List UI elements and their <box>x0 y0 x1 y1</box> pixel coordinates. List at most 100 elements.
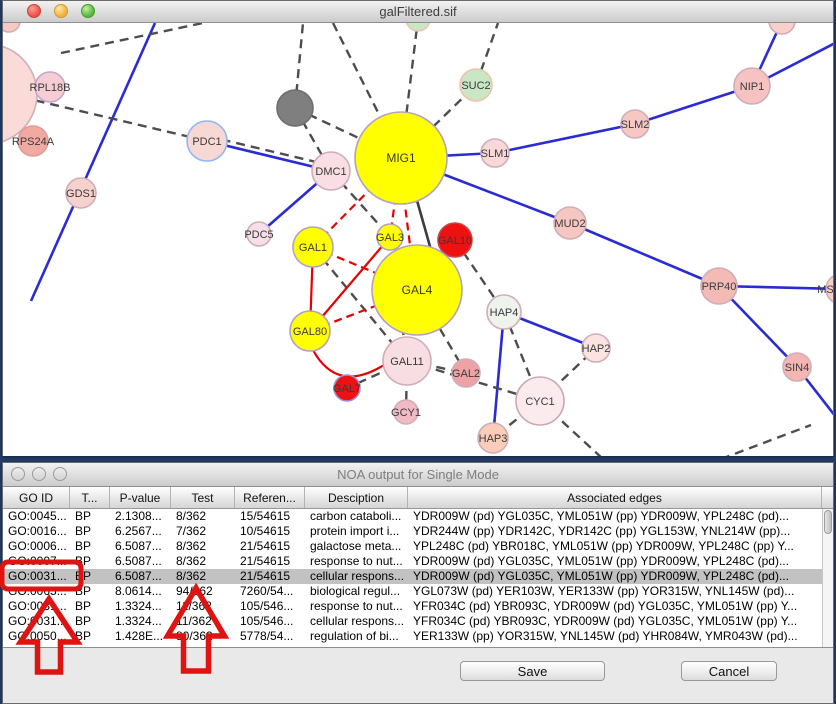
node-label: HAP2 <box>582 343 611 355</box>
node-gal4[interactable] <box>371 244 463 336</box>
node-label: GAL4 <box>402 283 433 297</box>
column-header-t-[interactable]: T... <box>70 487 110 508</box>
node-sin4[interactable] <box>782 352 812 382</box>
table-cell: BP <box>75 614 92 628</box>
node[interactable] <box>768 23 796 35</box>
table-cell: BP <box>75 584 92 598</box>
traffic-lights <box>27 4 95 18</box>
network-window-titlebar[interactable]: galFiltered.sif <box>3 1 833 23</box>
table-cell: BP <box>75 524 92 538</box>
network-canvas[interactable]: RPL18B RPS24A GDS1 PDC1 DMC1 SUC2 SLM1 SLM2 NIP1… <box>3 23 833 456</box>
node-label: MUD2 <box>554 218 585 230</box>
column-header-referen-[interactable]: Referen... <box>235 487 305 508</box>
node[interactable] <box>3 23 21 33</box>
node-pdc1[interactable] <box>186 120 228 162</box>
node-gds1[interactable] <box>65 177 97 209</box>
noa-window-titlebar[interactable]: NOA output for Single Mode <box>3 463 833 487</box>
column-header-p-value[interactable]: P-value <box>110 487 171 508</box>
table-cell: 11/362 <box>176 599 212 613</box>
node-label: NIP1 <box>740 81 764 93</box>
node-label: RPS24A <box>12 136 55 148</box>
node-label: DMC1 <box>315 166 346 178</box>
node-gal7[interactable] <box>333 374 361 402</box>
minimize-icon[interactable] <box>54 4 68 18</box>
network-edge <box>634 84 753 126</box>
node[interactable] <box>405 23 431 32</box>
table-cell: 6.2567... <box>115 524 162 538</box>
close-icon[interactable] <box>27 4 41 18</box>
column-header-associated-edges[interactable]: Associated edges <box>408 487 822 508</box>
table-cell: GO:0031... <box>8 569 67 583</box>
node-suc2[interactable] <box>459 68 493 102</box>
node-label: PDC5 <box>244 229 273 241</box>
table-row[interactable]: GO:0031... BP 6.5087... 8/362 21/54615 cellul… <box>3 569 822 584</box>
node-gal80[interactable] <box>289 310 331 352</box>
table-cell: 5778/54... <box>240 629 294 643</box>
node-msi[interactable] <box>825 274 833 304</box>
table-row[interactable]: GO:0050... BP 1.428E... 80/362 5778/54... reg… <box>3 629 822 644</box>
node-label: CYC1 <box>525 396 554 408</box>
node-hap2[interactable] <box>581 333 611 363</box>
node-gal11[interactable] <box>382 336 432 386</box>
cancel-button[interactable]: Cancel <box>681 661 777 681</box>
node-label: HAP4 <box>490 307 519 319</box>
node-label: GAL10 <box>438 235 472 247</box>
node-label: HAP3 <box>479 433 508 445</box>
node-slm1[interactable] <box>480 138 510 168</box>
table-cell: 6.5087... <box>115 539 162 553</box>
node-gal10[interactable] <box>437 222 473 258</box>
table-cell: YDR244W (pp) YDR142C, YDR142C (pp) YGL15… <box>413 524 791 538</box>
table-cell: 1.3324... <box>115 614 162 628</box>
table-row[interactable]: GO:0031... BP 1.3324... 11/362 105/546... res… <box>3 599 822 614</box>
table-cell: GO:0016... <box>8 524 67 538</box>
table-row[interactable]: GO:0016... BP 6.2567... 7/362 10/54615 protei… <box>3 524 822 539</box>
network-edge <box>725 423 812 456</box>
network-edge <box>20 95 208 143</box>
table-cell: protein import i... <box>310 524 400 538</box>
node-slm2[interactable] <box>620 109 650 139</box>
node-mud2[interactable] <box>553 206 587 240</box>
noa-window-title: NOA output for Single Mode <box>337 467 499 482</box>
table-row[interactable]: GO:0031... BP 1.3324... 11/362 105/546... cel… <box>3 614 822 629</box>
column-header-go-id[interactable]: GO ID <box>3 487 70 508</box>
column-header-test[interactable]: Test <box>171 487 235 508</box>
table-row[interactable]: GO:0045... BP 2.1308... 8/362 15/54615 carbon… <box>3 509 822 524</box>
node-dmc1[interactable] <box>311 151 351 191</box>
table-row[interactable]: GO:0065... BP 8.0614... 94/362 7260/54... bio… <box>3 584 822 599</box>
node-hap4[interactable] <box>486 294 522 330</box>
save-button[interactable]: Save <box>460 661 605 681</box>
table-cell: cellular respons... <box>310 614 405 628</box>
noa-output-window: NOA output for Single Mode GO ID T... P-va… <box>2 462 834 704</box>
column-header-desciption[interactable]: Desciption <box>305 487 408 508</box>
network-edge <box>312 349 385 378</box>
network-edge <box>718 284 833 291</box>
table-row[interactable]: GO:0006... BP 6.5087... 8/362 21/54615 galact… <box>3 539 822 554</box>
zoom-icon[interactable] <box>53 467 67 481</box>
table-row[interactable]: GO:0007... BP 6.5087... 8/362 21/54615 respon… <box>3 554 822 569</box>
table-cell: carbon cataboli... <box>310 509 402 523</box>
node-prp40[interactable] <box>700 267 738 305</box>
node-gal3[interactable] <box>376 223 404 251</box>
zoom-icon[interactable] <box>81 4 95 18</box>
table-cell: YFR034C (pd) YBR093C, YDR009W (pd) YGL03… <box>413 614 798 628</box>
minimize-icon[interactable] <box>32 467 46 481</box>
scrollbar-thumb[interactable] <box>824 510 832 534</box>
table-cell: YER133W (pp) YOR315W, YNL145W (pd) YHR08… <box>413 629 798 643</box>
node-rps24a[interactable] <box>17 125 49 157</box>
table-cell: 2.1308... <box>115 509 162 523</box>
node-gcy1[interactable] <box>393 399 419 425</box>
close-icon[interactable] <box>11 467 25 481</box>
node-hap3[interactable] <box>477 422 509 454</box>
node-cyc1[interactable] <box>515 376 565 426</box>
node-rpl18b[interactable] <box>34 71 66 103</box>
node-nip1[interactable] <box>733 67 771 105</box>
node-mig1[interactable] <box>354 111 448 205</box>
node-gal2[interactable] <box>451 358 481 388</box>
node[interactable] <box>276 89 314 127</box>
node-pdc5[interactable] <box>246 221 272 247</box>
vertical-scrollbar[interactable] <box>822 509 833 647</box>
network-edge <box>346 359 408 390</box>
table-cell: BP <box>75 509 92 523</box>
table-cell: 11/362 <box>176 614 212 628</box>
node-gal1[interactable] <box>292 226 334 268</box>
